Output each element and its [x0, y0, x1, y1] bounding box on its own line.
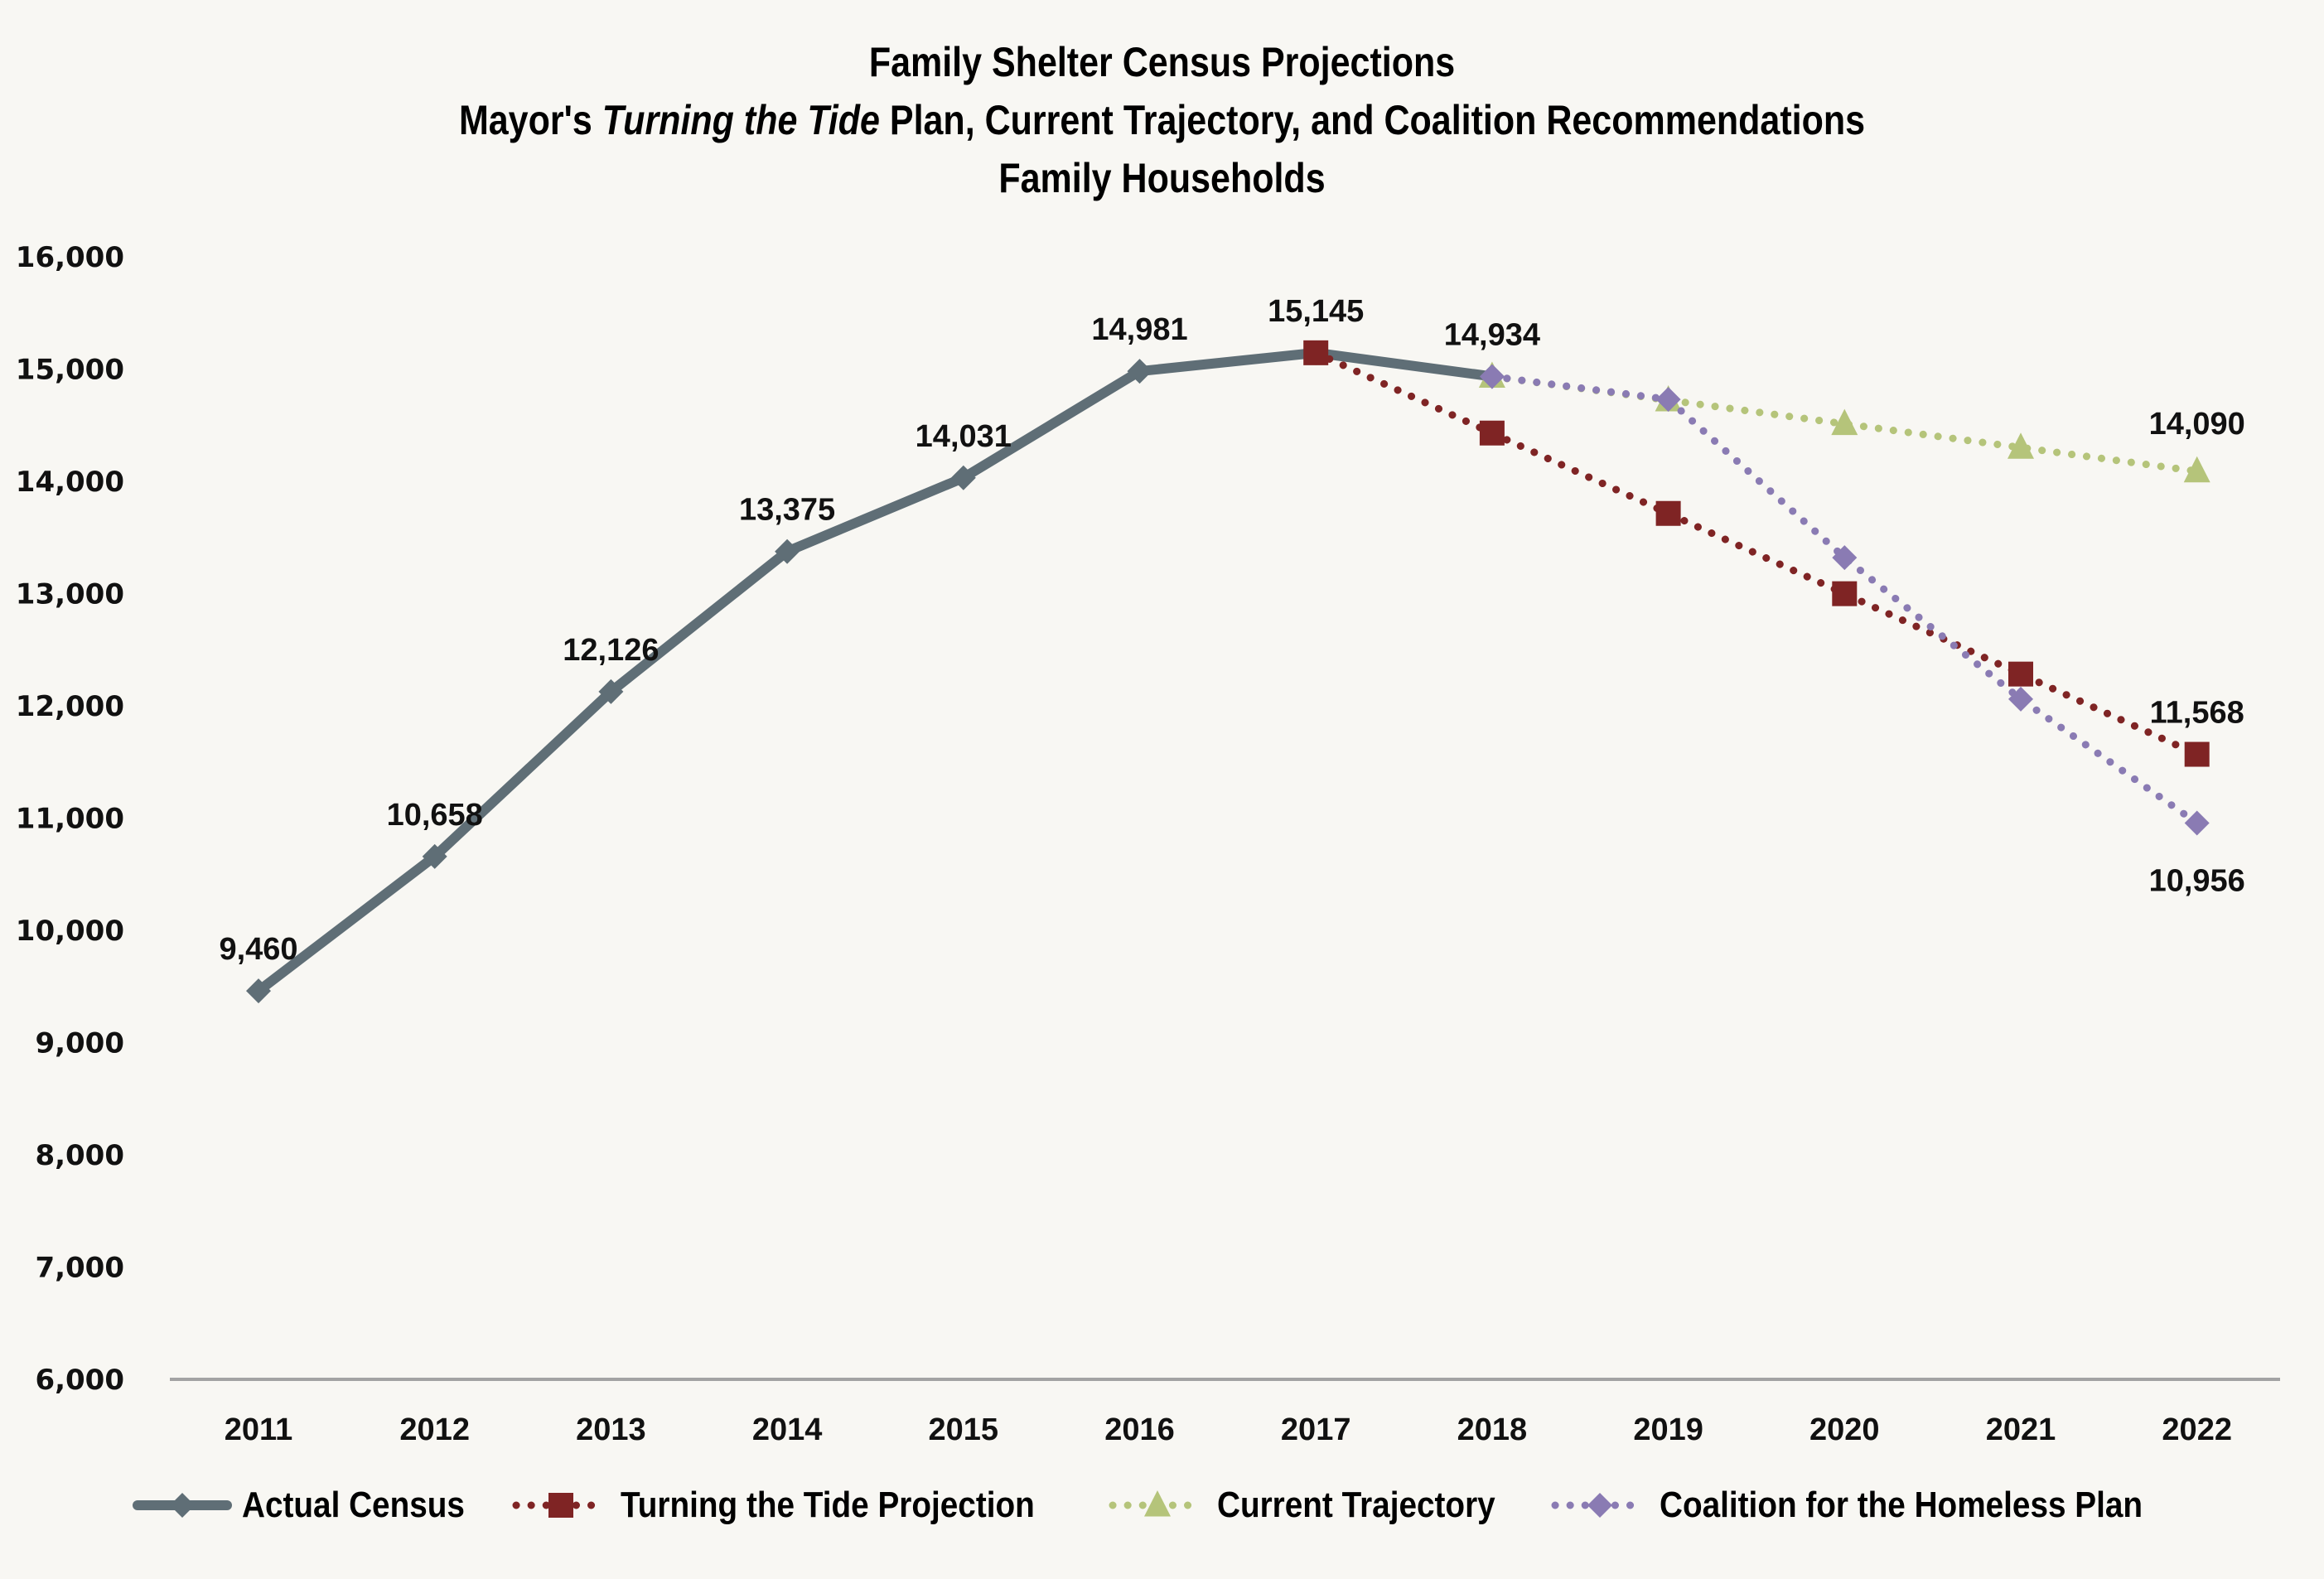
data-label: 14,031	[916, 419, 1012, 454]
data-label: 14,090	[2149, 407, 2245, 442]
data-point-diamond	[2184, 810, 2210, 836]
y-tick-label: 6,000	[35, 1364, 124, 1397]
legend-item: Coalition for the Homeless Plan	[1550, 1485, 2192, 1526]
x-tick-label: 2012	[399, 1412, 470, 1447]
legend-item: Turning the Tide Projection	[511, 1485, 1075, 1526]
y-tick-label: 9,000	[35, 1027, 124, 1060]
legend-swatch-square-icon	[512, 1493, 610, 1518]
data-point-triangle	[1831, 408, 1858, 436]
y-tick-label: 12,000	[16, 690, 124, 723]
data-point-diamond	[1479, 364, 1505, 389]
legend-marker-diamond-icon	[1587, 1493, 1612, 1518]
data-point-triangle	[2183, 456, 2210, 483]
data-label: 12,126	[563, 633, 659, 668]
series-layer	[246, 340, 2210, 1004]
data-label: 10,956	[2149, 863, 2245, 898]
x-tick-label: 2015	[929, 1412, 999, 1447]
data-point-diamond	[246, 978, 271, 1004]
subtitle-suffix: Plan, Current Trajectory, and Coalition …	[879, 97, 1866, 143]
x-tick-label: 2018	[1457, 1412, 1528, 1447]
legend-swatch-diamond-icon	[1551, 1493, 1649, 1518]
data-point-diamond	[775, 538, 800, 564]
y-tick-label: 8,000	[35, 1139, 124, 1172]
data-labels-layer: 9,460 10,658 12,126 13,375 14,031 14,981 15,14…	[219, 294, 2244, 967]
data-point-triangle	[2008, 432, 2034, 459]
x-tick-label: 2019	[1633, 1412, 1703, 1447]
series-actual-census	[246, 340, 1505, 1004]
data-label: 10,658	[387, 798, 483, 833]
x-tick-label: 2011	[225, 1412, 292, 1447]
data-point-diamond	[1655, 387, 1681, 413]
x-tick-label: 2014	[752, 1412, 823, 1447]
data-point-square	[1479, 420, 1505, 446]
legend: Actual Census Turning the Tide Projection…	[0, 1485, 2324, 1526]
legend-item: Actual Census	[132, 1485, 479, 1526]
data-label: 14,934	[1444, 317, 1540, 352]
series-line-coalition-for-the-homeless-plan	[1488, 372, 2201, 827]
y-tick-label: 16,000	[16, 241, 124, 274]
subtitle-italic-plan-name: Turning the Tide	[602, 97, 880, 143]
legend-marker-square-icon	[548, 1493, 574, 1518]
series-line-turning-the-tide-projection	[1312, 349, 2201, 759]
series-coalition-for-the-homeless-plan	[1479, 364, 2210, 836]
data-point-square	[1655, 500, 1681, 526]
legend-marker-triangle-icon	[1144, 1490, 1172, 1517]
data-point-square	[2008, 661, 2033, 687]
x-tick-label: 2022	[2162, 1412, 2232, 1447]
series-line-actual-census	[254, 347, 1497, 997]
legend-label: Turning the Tide Projection	[621, 1485, 1036, 1525]
subtitle-prefix: Mayor's	[458, 97, 602, 143]
chart-subtitle-2: Family Households	[998, 155, 1326, 201]
y-tick-label: 11,000	[16, 803, 124, 836]
data-label: 15,145	[1268, 294, 1364, 329]
data-point-diamond	[1832, 545, 1858, 571]
data-point-diamond	[950, 465, 976, 490]
y-tick-label: 10,000	[16, 915, 124, 948]
y-tick-label: 15,000	[16, 354, 124, 387]
legend-label: Coalition for the Homeless Plan	[1659, 1485, 2143, 1525]
data-label: 13,375	[739, 493, 835, 528]
chart-titles: Family Shelter Census Projections Mayor'…	[0, 33, 2324, 207]
legend-label: Actual Census	[241, 1485, 465, 1525]
series-current-trajectory	[1478, 361, 2210, 483]
series-turning-the-tide-projection	[1303, 340, 2210, 767]
y-tick-label: 14,000	[16, 466, 124, 499]
chart-title: Family Shelter Census Projections	[868, 39, 1456, 85]
x-tick-label: 2016	[1104, 1412, 1175, 1447]
data-point-square	[1832, 581, 1858, 606]
y-axis-ticks: 6,000 7,000 8,000 9,000 10,000 11,000 12,000 13…	[16, 241, 124, 1397]
data-label: 9,460	[219, 932, 297, 967]
x-tick-label: 2021	[1986, 1412, 2056, 1447]
legend-swatch-diamond-icon	[132, 1493, 232, 1518]
legend-item: Current Trajectory	[1108, 1485, 1516, 1526]
data-point-diamond	[2008, 686, 2033, 712]
y-tick-label: 13,000	[16, 578, 124, 611]
data-point-diamond	[1127, 359, 1152, 384]
data-label: 11,568	[2150, 696, 2244, 731]
chart-subtitle: Mayor's Turning the Tide Plan, Current T…	[162, 91, 2161, 149]
legend-swatch-triangle-icon	[1109, 1490, 1206, 1517]
data-point-square	[2184, 741, 2210, 767]
y-tick-label: 7,000	[35, 1252, 124, 1285]
x-tick-label: 2017	[1281, 1412, 1351, 1447]
x-axis-ticks: 2011 2012 2013 2014 2015 2016 2017 2018 2019 2020…	[225, 1412, 2232, 1447]
data-point-diamond	[598, 678, 624, 704]
data-label: 14,981	[1091, 312, 1187, 347]
data-point-diamond	[422, 843, 447, 869]
legend-label: Current Trajectory	[1217, 1485, 1495, 1525]
x-tick-label: 2020	[1809, 1412, 1880, 1447]
x-tick-label: 2013	[576, 1412, 646, 1447]
legend-marker-diamond-icon	[169, 1493, 195, 1518]
data-point-square	[1303, 340, 1329, 365]
